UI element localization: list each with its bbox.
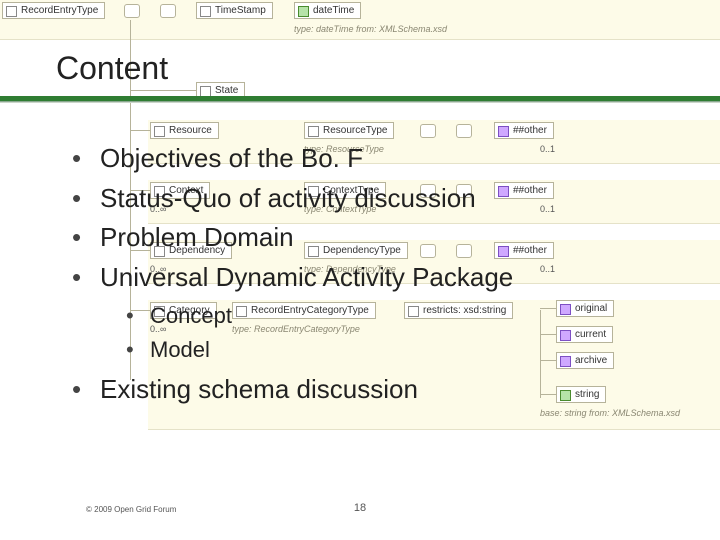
bg-box-recordentrytype: RecordEntryType [2, 2, 105, 19]
list-item: Objectives of the Bo. F [72, 140, 672, 178]
copyright-text: © 2009 Open Grid Forum [86, 505, 176, 514]
page-title: Content [56, 50, 168, 87]
list-item: Existing schema discussion [72, 371, 672, 409]
sublist-item-label: Concept [150, 303, 232, 328]
list-item-label: Problem Domain [100, 222, 294, 252]
sublist-item: Model [126, 333, 672, 367]
bg-box-resource: Resource [150, 122, 219, 139]
list-item-label: Objectives of the Bo. F [100, 143, 363, 173]
list-item: Status-Quo of activity discussion [72, 180, 672, 218]
list-item-label: Universal Dynamic Activity Package [100, 262, 513, 292]
list-item-label: Existing schema discussion [100, 374, 418, 404]
bg-box-datetime: dateTime [294, 2, 361, 19]
page-number: 18 [354, 502, 366, 514]
list-item-label: Status-Quo of activity discussion [100, 183, 476, 213]
bg-box-timestamp: TimeStamp [196, 2, 273, 19]
sublist-item: Concept [126, 299, 672, 333]
bg-box-resourcetype: ResourceType [304, 122, 394, 139]
list-item: Universal Dynamic Activity Package Conce… [72, 259, 672, 367]
bg-box-other-1: ##other [494, 122, 554, 139]
list-item: Problem Domain [72, 219, 672, 257]
sublist-item-label: Model [150, 337, 210, 362]
title-underline [0, 96, 720, 101]
bg-type-datetime: type: dateTime from: XMLSchema.xsd [294, 24, 447, 34]
topic-list: Objectives of the Bo. F Status-Quo of ac… [72, 140, 672, 411]
